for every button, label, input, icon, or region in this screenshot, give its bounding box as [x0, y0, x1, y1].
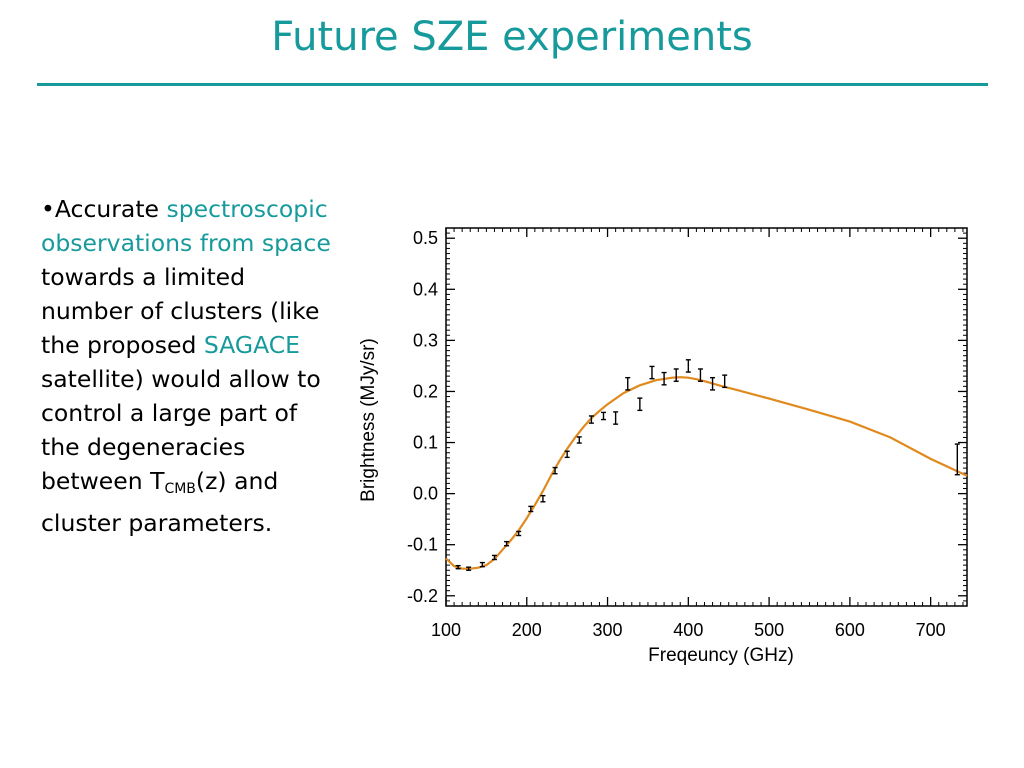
data-point: [697, 368, 703, 382]
data-point: [455, 564, 461, 570]
data-point: [710, 376, 716, 391]
data-point: [601, 411, 607, 421]
axis-ticks: [445, 227, 967, 606]
y-tick-label: 0.2: [413, 381, 438, 401]
y-tick-label: 0.1: [413, 433, 438, 453]
y-tick-label: 0.5: [413, 228, 438, 248]
y-tick-label: 0.3: [413, 330, 438, 350]
data-point: [516, 530, 522, 537]
x-tick-label: 100: [431, 620, 461, 640]
data-point: [564, 450, 570, 459]
bullet-text-2: towards a limited number of clusters (li…: [41, 263, 320, 359]
bullet-text-4: (z) and cluster parameters.: [41, 467, 279, 537]
x-tick-labels: 100 200 300 400 500 600 700: [431, 620, 946, 640]
data-point: [540, 494, 546, 503]
x-tick-label: 500: [754, 620, 784, 640]
x-tick-label: 400: [673, 620, 703, 640]
data-point: [588, 415, 594, 424]
data-point: [504, 540, 510, 547]
data-point: [466, 566, 472, 571]
data-point: [954, 443, 960, 476]
bullet-highlight-sagace: SAGACE: [203, 331, 301, 359]
data-point: [637, 397, 643, 412]
data-point: [613, 411, 619, 425]
data-points: [455, 359, 960, 571]
bullet-text-3: satellite) would allow to control a larg…: [41, 365, 321, 495]
data-point: [685, 359, 691, 373]
y-tick-label: 0.4: [413, 279, 438, 299]
bullet-subscript-cmb: CMB: [164, 481, 196, 497]
x-tick-label: 700: [916, 620, 946, 640]
y-tick-label: -0.1: [407, 535, 438, 555]
bullet-marker: •: [41, 195, 55, 223]
bullet-paragraph: •Accurate spectroscopic observations fro…: [41, 192, 341, 540]
bullet-text-1: Accurate: [54, 195, 167, 223]
data-point: [491, 554, 497, 561]
data-point: [625, 376, 631, 391]
data-point: [528, 505, 534, 513]
data-point: [649, 365, 655, 380]
slide-title: Future SZE experiments: [271, 14, 753, 60]
data-point: [722, 374, 728, 389]
data-point: [576, 436, 582, 444]
data-point: [673, 368, 679, 382]
x-tick-label: 300: [593, 620, 623, 640]
y-tick-label: -0.2: [407, 586, 438, 606]
bullet-highlight-spectroscopic: spectroscopic observations from space: [41, 195, 331, 257]
y-axis-label: Brightness (MJy/sr): [358, 338, 379, 502]
x-axis-label: Freqeuncy (GHz): [648, 645, 794, 666]
model-curve: [445, 376, 968, 570]
data-point: [661, 371, 667, 386]
y-tick-labels: -0.2 -0.1 0.0 0.1 0.2 0.3 0.4 0.5: [407, 228, 438, 606]
x-tick-label: 200: [512, 620, 542, 640]
plot-frame: [445, 227, 968, 607]
x-tick-label: 600: [835, 620, 865, 640]
title-divider: [37, 83, 988, 86]
sze-spectrum-chart: 100 200 300 400 500 600 700 -0.2 -0.1 0.0 0.1 0.2 0…: [358, 227, 968, 666]
data-point: [552, 466, 558, 475]
y-tick-label: 0.0: [413, 484, 438, 504]
data-point: [479, 561, 485, 568]
